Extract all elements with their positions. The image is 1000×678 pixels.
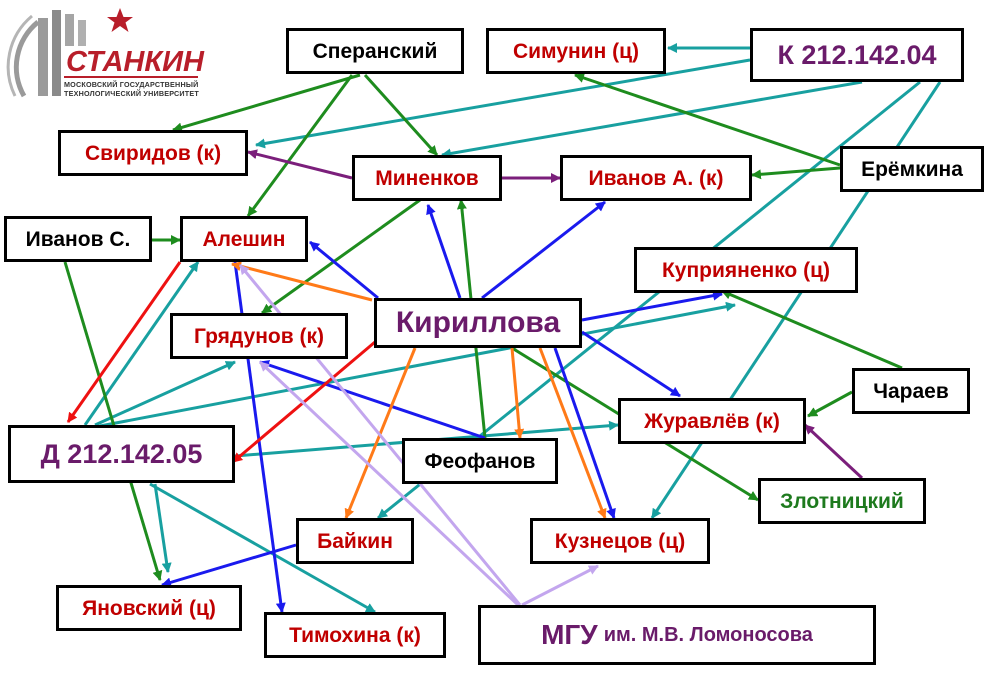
edge-kirillova-zhuravlev — [581, 330, 681, 398]
edge-d-yanovsky — [153, 483, 172, 573]
node-simunin: Симунин (ц) — [486, 28, 666, 74]
edge-aleshin-d — [66, 261, 182, 423]
edge-kirillova-ivanov-a — [481, 200, 606, 300]
edge-mgu-gryadunov — [258, 360, 520, 607]
node-speransky: Сперанский — [286, 28, 464, 74]
node-mgu-sub: им. М.В. Ломоносова — [603, 624, 813, 646]
edge-kirillova-aleshin-orange — [231, 261, 373, 302]
edge-kirillova-feofanov — [510, 347, 525, 439]
node-eremkina: Ерёмкина — [840, 146, 984, 192]
edge-d-kupriyanenko — [99, 301, 736, 428]
edge-d-aleshin — [83, 261, 200, 426]
node-kirillova: Кириллова — [374, 298, 582, 348]
node-mgu-main: МГУ — [541, 619, 598, 650]
logo-subtitle-line1: МОСКОВСКИЙ ГОСУДАРСТВЕННЫЙ — [64, 80, 199, 89]
edge-ivanov-s-yanovsky — [63, 261, 163, 581]
logo-wordmark: СТАНКИН — [66, 46, 204, 78]
stankin-logo: СТАНКИН МОСКОВСКИЙ ГОСУДАРСТВЕННЫЙ ТЕХНО… — [4, 4, 204, 100]
edge-speransky-aleshin — [246, 74, 354, 217]
logo-subtitle-line2: ТЕХНОЛОГИЧЕСКИЙ УНИВЕРСИТЕТ — [64, 89, 199, 98]
edge-baikin-yanovsky — [161, 543, 297, 588]
node-mgu: МГУ им. М.В. Ломоносова — [478, 605, 876, 665]
node-d-council: Д 212.142.05 — [8, 425, 235, 483]
edge-d-timokhina — [149, 482, 376, 614]
node-kupriyanenko: Куприяненко (ц) — [634, 247, 858, 293]
node-aleshin: Алешин — [180, 216, 308, 262]
node-charaev: Чараев — [852, 368, 970, 414]
edge-kirillova-kuznetsov — [553, 347, 616, 519]
edge-kirillova-minenkov — [426, 204, 462, 299]
edge-k-minenkov — [441, 80, 863, 159]
edge-mgu-kuznetsov — [521, 564, 599, 607]
node-sviridov: Свиридов (к) — [58, 130, 248, 176]
edge-minenkov-gryadunov — [261, 198, 421, 315]
node-minenkov: Миненков — [352, 155, 502, 201]
node-k-council: К 212.142.04 — [750, 28, 964, 82]
stankin-emblem-icon — [6, 8, 198, 98]
node-gryadunov: Грядунов (к) — [170, 313, 348, 359]
edge-charaev-kupriyanenko — [721, 289, 903, 370]
edge-eremkina-simunin — [574, 73, 841, 167]
edge-charaev-zhuravlev — [807, 390, 853, 418]
edge-kirillova-baikin — [344, 347, 417, 519]
edge-kirillova-kuznetsov-orange — [538, 347, 607, 519]
node-zlotnitsky: Злотницкий — [758, 478, 926, 524]
edge-kirillova-aleshin — [309, 240, 379, 300]
node-feofanov: Феофанов — [402, 438, 558, 484]
node-zhuravlev: Журавлёв (к) — [618, 398, 806, 444]
edge-speransky-sviridov — [172, 73, 361, 133]
edge-kirillova-kupriyanenko — [581, 290, 723, 322]
node-timokhina: Тимохина (к) — [264, 612, 446, 658]
node-baikin: Байкин — [296, 518, 414, 564]
edge-d-gryadunov — [94, 360, 236, 427]
node-yanovsky: Яновский (ц) — [56, 585, 242, 631]
edge-speransky-minenkov — [363, 73, 439, 157]
node-ivanov-s: Иванов С. — [4, 216, 152, 262]
edge-eremkina-ivanov-a — [751, 166, 841, 180]
edge-zlotnitsky-zhuravlev — [803, 423, 864, 480]
node-ivanov-a: Иванов А. (к) — [560, 155, 752, 201]
node-kuznetsov: Кузнецов (ц) — [530, 518, 710, 564]
edge-k-sviridov — [255, 58, 751, 149]
edge-minenkov-sviridov — [247, 149, 353, 180]
edge-feofanov-gryadunov — [259, 360, 486, 440]
